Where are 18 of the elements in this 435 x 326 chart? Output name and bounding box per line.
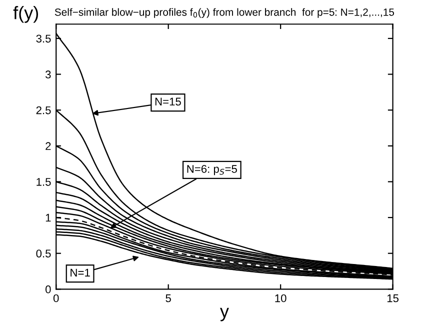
x-tick-label: 5 <box>166 294 171 302</box>
y-tick-label: 2 <box>46 142 51 150</box>
annotation: N=6: p$_{S}$=5 <box>187 165 237 176</box>
y-tick-label: 3 <box>46 70 51 78</box>
annotation: N=1 <box>70 268 90 276</box>
y-tick-label: 1.5 <box>36 178 51 186</box>
y-tick-label: 1 <box>46 214 51 222</box>
annotation: N=15 <box>155 98 181 106</box>
x-tick-label: 10 <box>275 294 286 302</box>
y-tick-label: 3.5 <box>36 34 51 43</box>
y-tick-label: 0.5 <box>36 250 51 258</box>
x-axis-title: y <box>220 308 229 322</box>
x-tick-label: 0 <box>53 294 59 302</box>
y-axis-title: f(y) <box>13 6 38 23</box>
x-tick-label: 15 <box>387 294 399 302</box>
y-tick-label: 2.5 <box>36 106 51 114</box>
chart-title: Self−similar blow−up profiles f$_{0}$(y) from lower branch for p=5: N=1,2,...,15 <box>54 8 394 18</box>
y-tick-label: 0 <box>46 285 51 294</box>
